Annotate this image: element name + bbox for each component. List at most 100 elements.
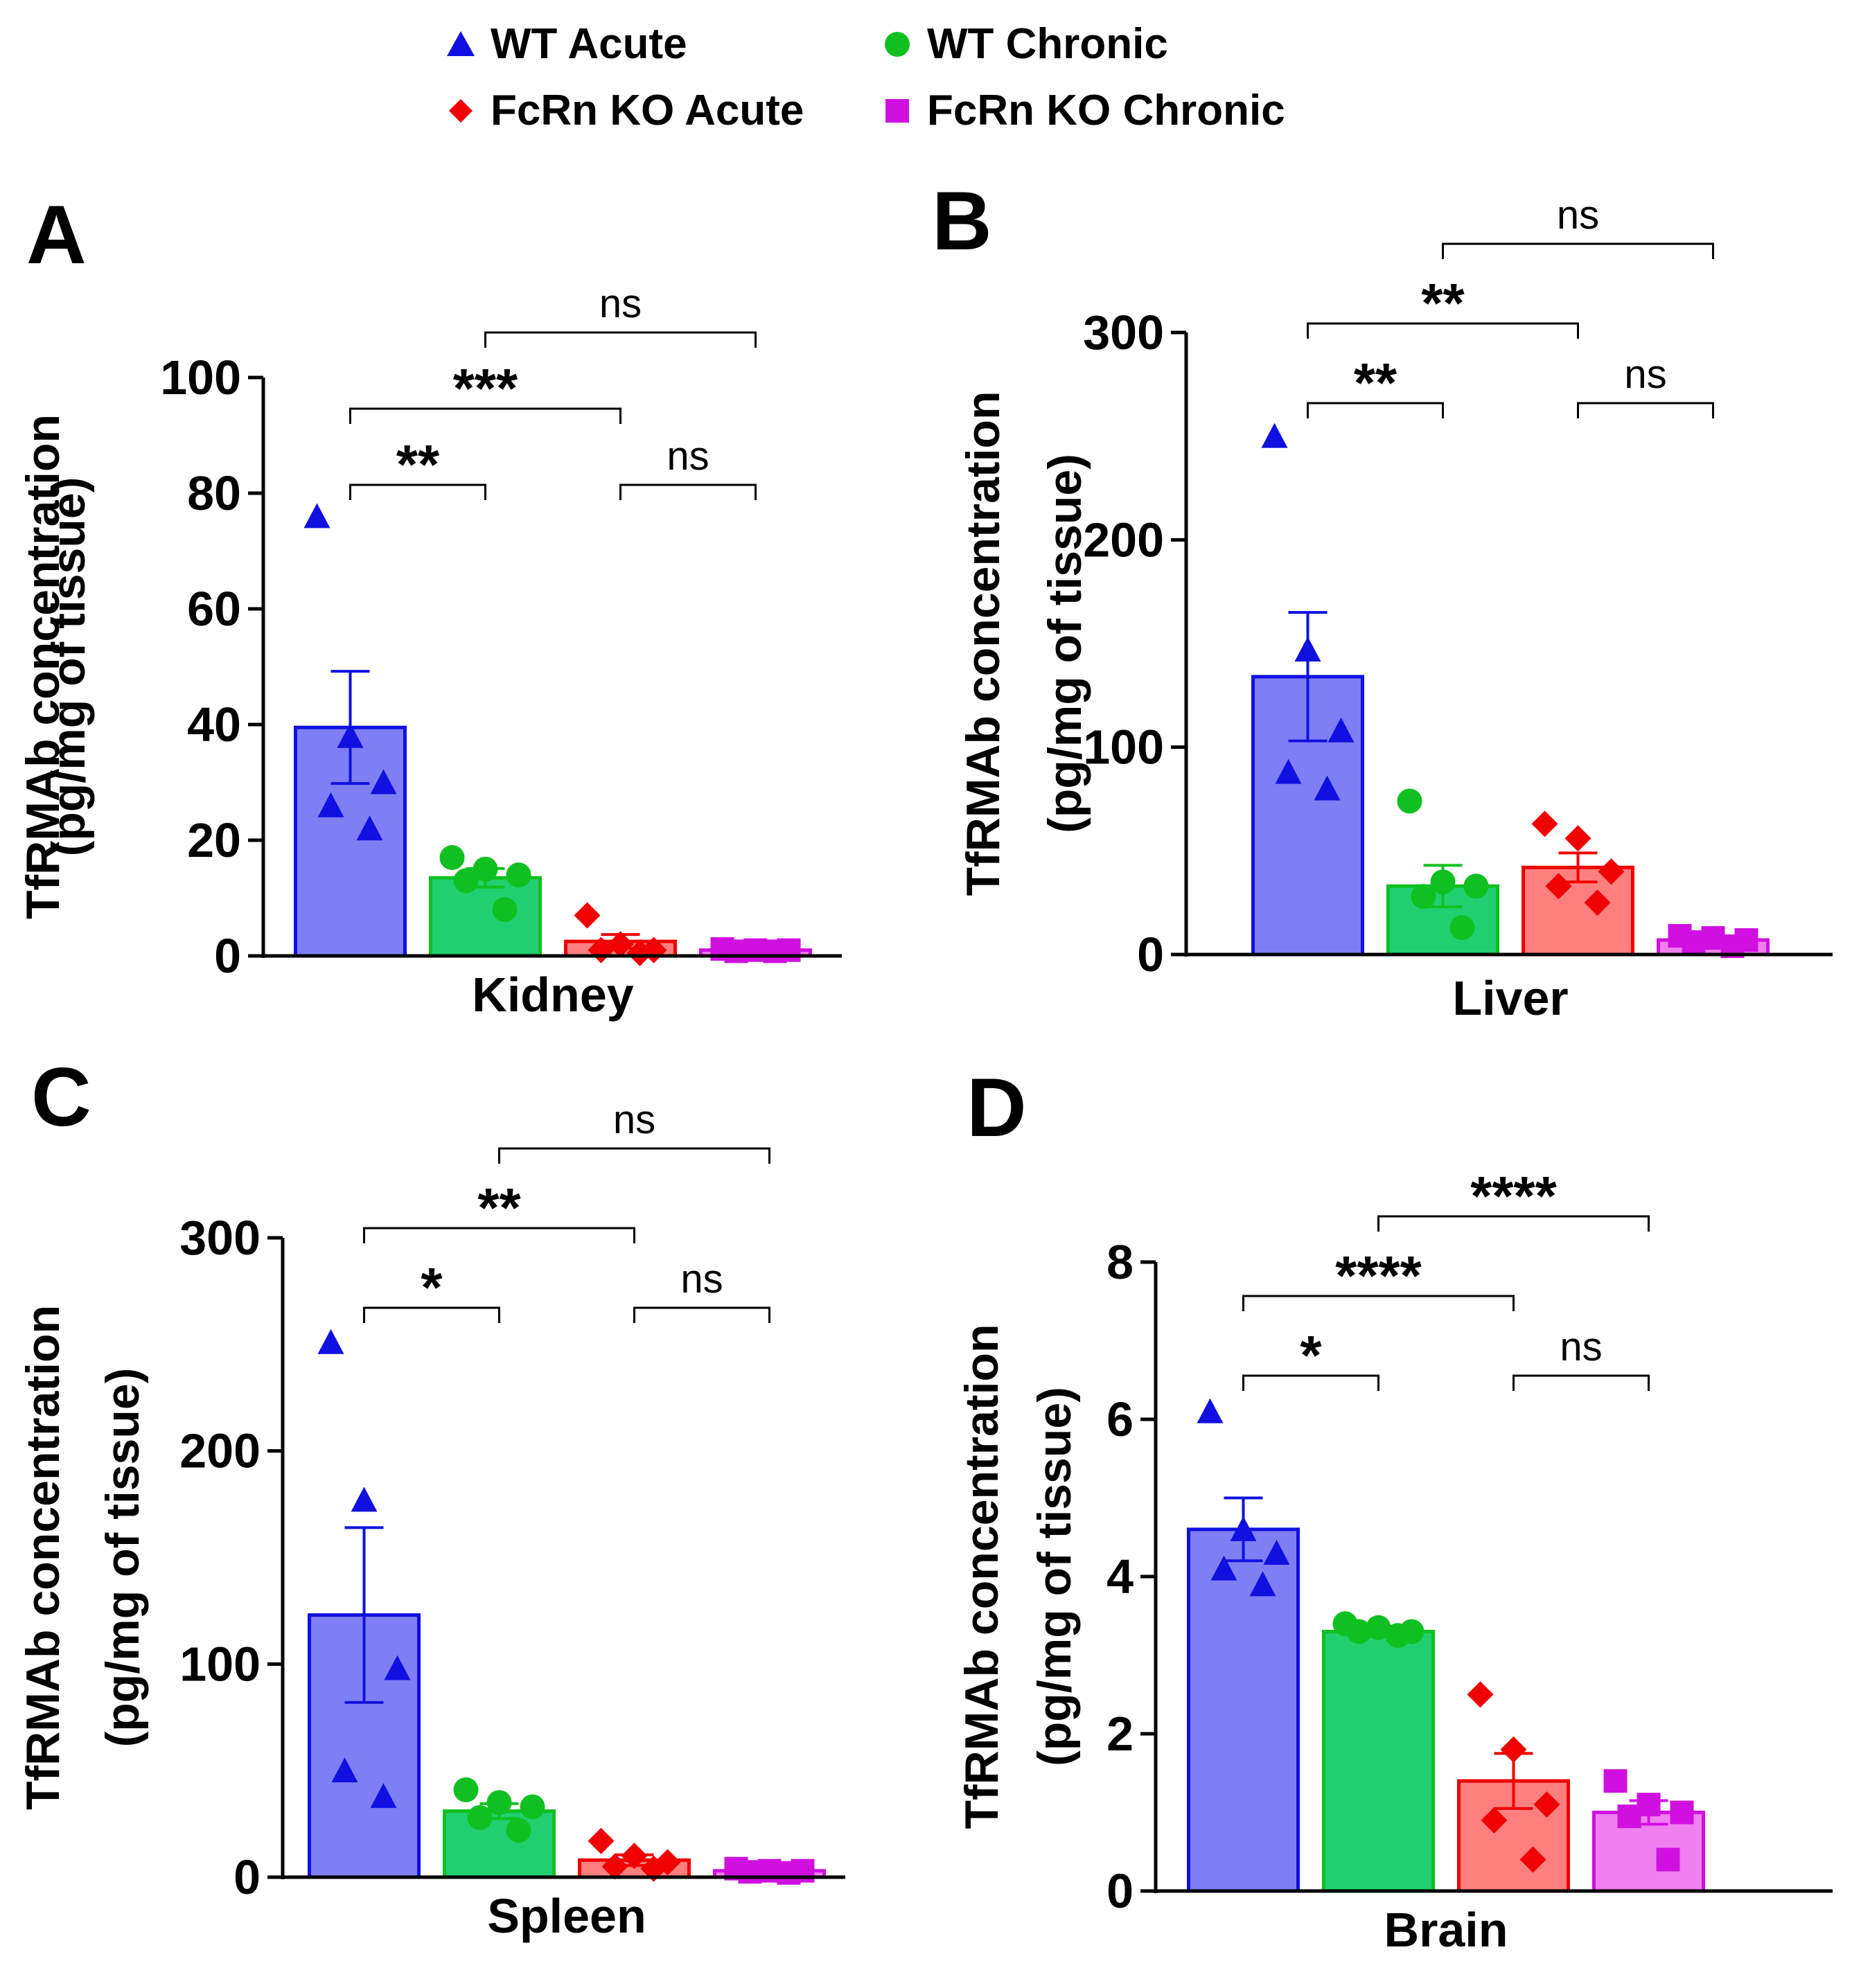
figure-legend: WT Acute WT Chronic FcRn KO Acute FcRn K… [0, 0, 1852, 152]
significance-bracket [1442, 242, 1714, 259]
data-point [467, 1804, 493, 1830]
data-point [1463, 873, 1489, 899]
data-point [370, 769, 397, 795]
data-point [626, 939, 653, 966]
legend-label: FcRn KO Acute [491, 87, 804, 134]
significance-label: ns [667, 434, 709, 479]
y-tick-label: 2 [1106, 1707, 1134, 1761]
data-point [1519, 1846, 1546, 1873]
significance-bracket [349, 407, 621, 424]
significance-label: ** [477, 1177, 521, 1239]
significance-bracket [363, 1227, 635, 1243]
data-point [1275, 758, 1302, 784]
panel-letter: D [967, 1061, 1027, 1154]
significance-bracket [633, 1306, 770, 1323]
bar [1187, 1527, 1300, 1893]
significance-label: ns [599, 281, 642, 326]
data-point [1656, 1847, 1680, 1872]
data-point [1230, 1516, 1257, 1541]
diamond-icon [449, 98, 473, 123]
panel-letter: B [932, 175, 992, 267]
significance-bracket [1377, 1215, 1650, 1232]
y-tick-label: 80 [187, 466, 241, 520]
y-axis-label: TfRMAb concentration [957, 391, 1009, 896]
data-point [1210, 1555, 1237, 1581]
significance-label: ns [613, 1097, 655, 1142]
data-point [588, 1827, 615, 1854]
data-point [492, 897, 518, 923]
bar [443, 1809, 556, 1879]
data-point [370, 1783, 397, 1809]
data-point [356, 815, 383, 841]
data-point [317, 792, 344, 817]
data-point [384, 1655, 411, 1680]
y-tick-label: 8 [1106, 1235, 1134, 1289]
data-point [601, 1853, 628, 1880]
y-axis-label-units: (pg/mg of tissue) [42, 477, 95, 857]
y-tick-label: 6 [1106, 1392, 1134, 1446]
legend-item-wt-chronic: WT Chronic [880, 19, 1168, 69]
data-point [1533, 1791, 1560, 1818]
y-tick-label: 0 [214, 929, 241, 983]
panel-letter: A [26, 188, 87, 281]
data-point [1197, 1398, 1224, 1423]
data-point [724, 939, 748, 964]
y-tick-label: 40 [187, 698, 241, 752]
data-point [351, 1486, 378, 1512]
data-point [1449, 915, 1475, 941]
y-axis-label-units: (pg/mg of tissue) [1028, 1387, 1081, 1766]
significance-label: ns [1624, 352, 1666, 397]
data-point [763, 939, 787, 964]
y-axis-label: TfRMAb concentration [955, 1324, 1008, 1829]
data-point [574, 902, 601, 929]
y-tick-label: 300 [179, 1211, 261, 1265]
y-tick-label: 0 [1137, 928, 1164, 982]
y-axis-label-units: (pg/mg of tissue) [1039, 454, 1091, 833]
data-point [1584, 889, 1611, 916]
legend-label: WT Chronic [927, 20, 1168, 68]
y-axis-label: TfRMAb concentration [17, 1305, 69, 1810]
significance-bracket [1577, 402, 1714, 418]
legend-label: WT Acute [491, 20, 687, 68]
data-point [1564, 825, 1591, 852]
data-point [1500, 1736, 1527, 1763]
data-point [1328, 717, 1355, 743]
y-tick-label: 200 [1083, 513, 1164, 567]
data-point [1314, 775, 1341, 801]
data-point [1411, 884, 1436, 909]
significance-label: ** [1354, 352, 1397, 414]
data-point [520, 1794, 545, 1820]
significance-label: * [421, 1257, 443, 1318]
data-point [1263, 1539, 1290, 1565]
x-axis-label: Liver [1452, 971, 1568, 1025]
significance-label: **** [1470, 1165, 1557, 1227]
legend-item-fcrn-ko-acute: FcRn KO Acute [443, 86, 804, 135]
significance-bracket [363, 1306, 500, 1323]
data-point [777, 1861, 801, 1885]
significance-label: ns [680, 1257, 723, 1302]
data-point [1366, 1615, 1391, 1640]
triangle-icon [447, 30, 475, 56]
significance-label: ns [1557, 193, 1599, 238]
y-axis-label-units: (pg/mg of tissue) [96, 1368, 149, 1748]
chart-panel-c: C 0 100 200 300 TfRMAb concentration (pg/mg of… [17, 1051, 845, 1943]
data-point [1603, 1769, 1628, 1793]
legend-item-fcrn-ko-chronic: FcRn KO Chronic [880, 86, 1285, 135]
data-point [453, 868, 479, 894]
data-point [453, 1777, 479, 1802]
significance-bracket [1513, 1374, 1650, 1391]
legend-item-wt-acute: WT Acute [443, 19, 687, 69]
bar [429, 876, 542, 958]
data-point [1481, 1807, 1508, 1834]
data-point [1598, 858, 1625, 885]
data-point [1670, 1800, 1694, 1825]
significance-bracket [498, 1147, 770, 1164]
significance-bracket [349, 483, 486, 500]
data-point [506, 862, 531, 888]
y-tick-label: 4 [1106, 1550, 1134, 1604]
data-point [607, 931, 634, 958]
data-point [1682, 930, 1706, 955]
data-point [640, 1855, 667, 1882]
data-point [473, 856, 498, 882]
